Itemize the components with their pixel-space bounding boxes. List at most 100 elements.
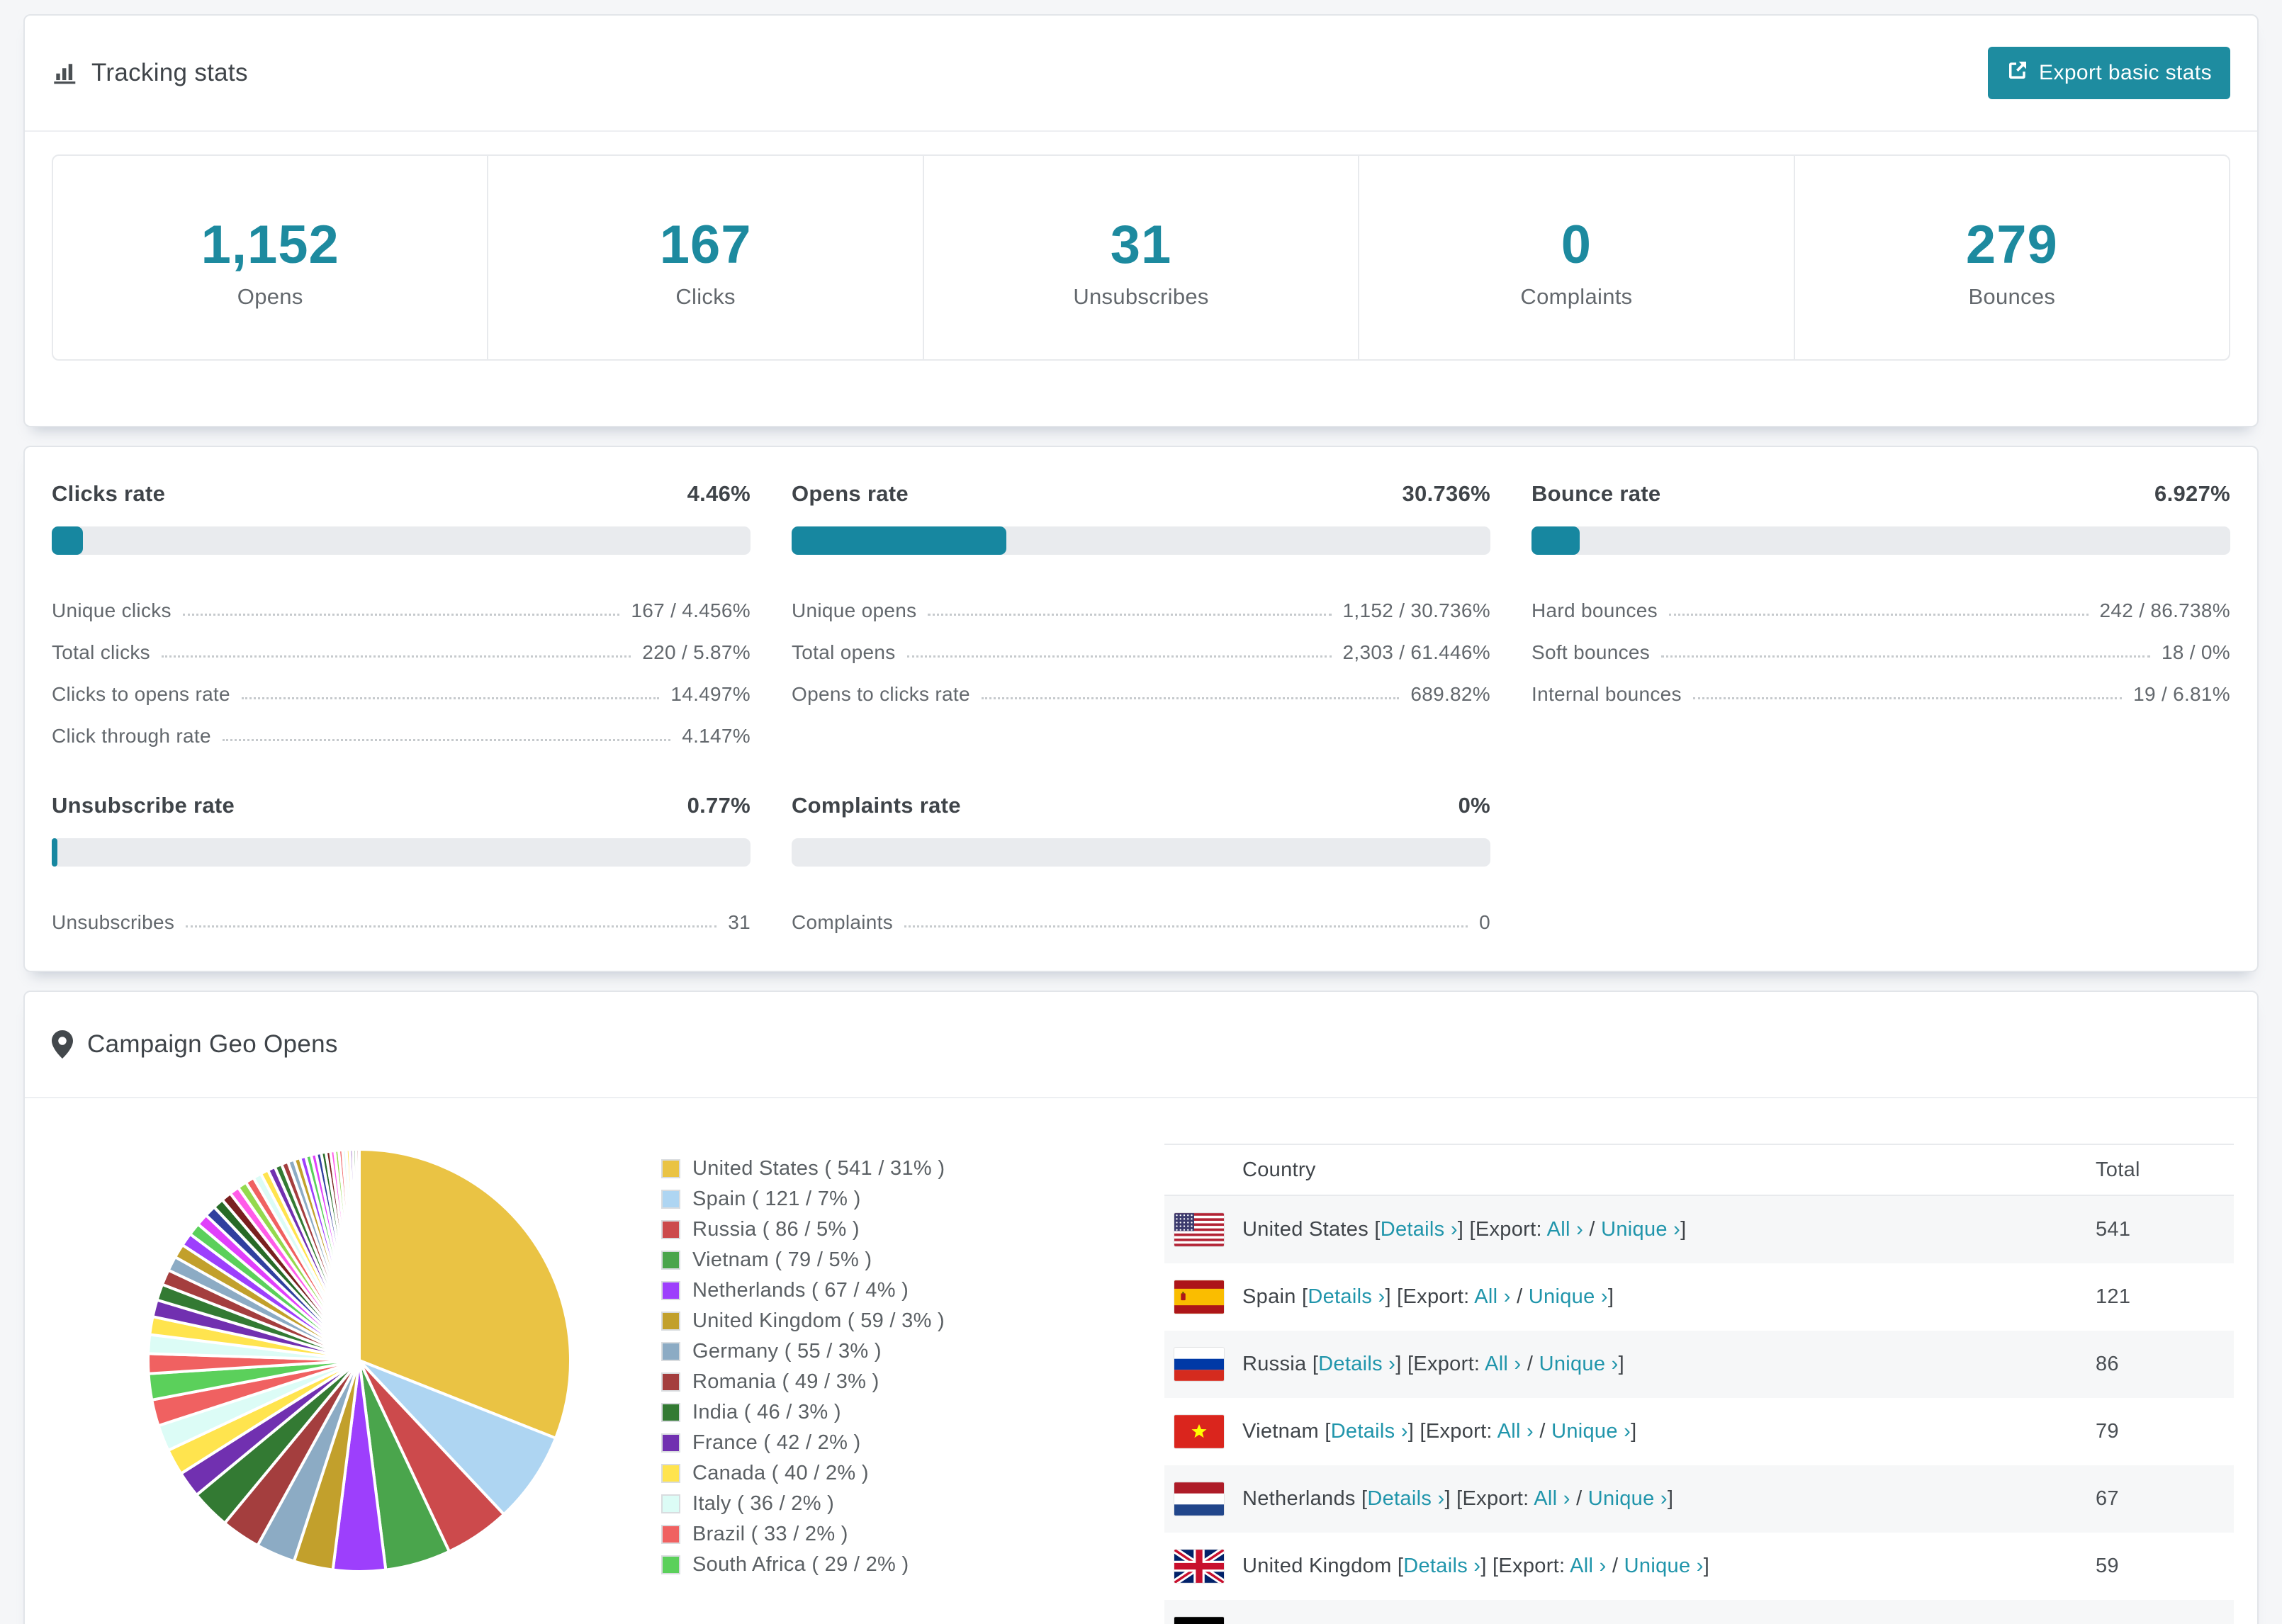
geo-row-total: 79 <box>2096 1420 2119 1443</box>
bracket: [ <box>1325 1420 1331 1443</box>
legend-label: Netherlands ( 67 / 4% ) <box>692 1279 909 1302</box>
legend-item: United Kingdom ( 59 / 3% ) <box>661 1306 1058 1336</box>
export-label: ] [Export: <box>1407 1420 1497 1443</box>
geo-table-row: Russia [Details ›] [Export: All › / Uniq… <box>1164 1331 2234 1398</box>
export-unique-link[interactable]: Unique › <box>1561 1622 1640 1624</box>
legend-label: Spain ( 121 / 7% ) <box>692 1188 861 1210</box>
legend-label: Russia ( 86 / 5% ) <box>692 1218 860 1241</box>
legend-label: India ( 46 / 3% ) <box>692 1401 841 1423</box>
export-all-link[interactable]: All › <box>1474 1285 1511 1308</box>
export-all-link[interactable]: All › <box>1534 1487 1570 1510</box>
export-basic-stats-button[interactable]: Export basic stats <box>1988 47 2230 99</box>
pie-slice[interactable] <box>354 1147 361 1362</box>
bracket: [ <box>1374 1218 1381 1241</box>
country-name: Germany <box>1242 1622 1334 1624</box>
flag-es-icon <box>1174 1280 1224 1314</box>
legend-item: Brazil ( 33 / 2% ) <box>661 1519 1058 1550</box>
export-unique-link[interactable]: Unique › <box>1539 1353 1619 1375</box>
dotted-leader <box>906 655 1332 658</box>
legend-item: United States ( 541 / 31% ) <box>661 1154 1058 1184</box>
export-all-link[interactable]: All › <box>1570 1555 1607 1577</box>
geo-row-total: 121 <box>2096 1285 2131 1308</box>
rate-section-title: Complaints rate <box>792 793 961 818</box>
tracking-stats-card: Tracking stats Export basic stats 1,152 … <box>23 14 2259 427</box>
legend-swatch <box>661 1281 680 1300</box>
rate-stat-label: Unique clicks <box>52 599 172 621</box>
export-unique-link[interactable]: Unique › <box>1528 1285 1608 1308</box>
export-unique-link[interactable]: Unique › <box>1624 1555 1704 1577</box>
rate-stat-row: Unique clicks 167 / 4.456% <box>52 580 751 622</box>
legend-item: India ( 46 / 3% ) <box>661 1397 1058 1428</box>
stat-label: Unsubscribes <box>1073 284 1209 309</box>
flag-vn-icon <box>1174 1415 1224 1448</box>
dotted-leader <box>241 697 660 699</box>
export-label: ] [Export: <box>1395 1353 1485 1375</box>
legend-swatch <box>661 1342 680 1361</box>
pie-slice-spain[interactable] <box>358 1359 558 1516</box>
details-link[interactable]: Details › <box>1340 1622 1417 1624</box>
export-unique-link[interactable]: Unique › <box>1551 1420 1631 1443</box>
details-link[interactable]: Details › <box>1367 1487 1445 1510</box>
rate-stat-value: 2,303 / 61.446% <box>1342 641 1490 663</box>
legend-swatch <box>661 1525 680 1544</box>
rates-card: Clicks rate 4.46% Unique clicks 167 / 4.… <box>23 446 2259 972</box>
geo-row-country-cell: Spain [Details ›] [Export: All › / Uniqu… <box>1242 1285 2096 1309</box>
geo-row-country-cell: Germany [Details ›] [Export: All › / Uni… <box>1242 1622 2096 1624</box>
rates-grid: Clicks rate 4.46% Unique clicks 167 / 4.… <box>52 481 2230 934</box>
dotted-leader <box>182 614 620 616</box>
bracket: ] <box>1618 1353 1624 1375</box>
export-unique-link[interactable]: Unique › <box>1601 1218 1681 1241</box>
stat-value: 0 <box>1561 215 1592 275</box>
rate-stat-label: Opens to clicks rate <box>792 683 970 705</box>
rate-progress-track <box>52 526 751 555</box>
geo-row-total: 541 <box>2096 1218 2131 1241</box>
country-name: Russia <box>1242 1353 1313 1375</box>
details-link[interactable]: Details › <box>1380 1218 1458 1241</box>
bracket: ] <box>1667 1487 1674 1510</box>
legend-item: Italy ( 36 / 2% ) <box>661 1489 1058 1519</box>
export-all-link[interactable]: All › <box>1497 1420 1534 1443</box>
geo-opens-card: Campaign Geo Opens United States ( 541 /… <box>23 991 2259 1624</box>
stat-label: Complaints <box>1520 284 1633 309</box>
rate-stat-label: Hard bounces <box>1531 599 1658 621</box>
legend-label: United Kingdom ( 59 / 3% ) <box>692 1309 945 1332</box>
rate-section-value: 6.927% <box>2154 481 2230 506</box>
legend-item: Germany ( 55 / 3% ) <box>661 1336 1058 1367</box>
details-link[interactable]: Details › <box>1330 1420 1408 1443</box>
rate-stat-label: Internal bounces <box>1531 683 1682 705</box>
map-pin-icon <box>52 1030 73 1059</box>
export-all-link[interactable]: All › <box>1507 1622 1543 1624</box>
bracket: ] <box>1703 1555 1710 1577</box>
geo-table-row: Germany [Details ›] [Export: All › / Uni… <box>1164 1600 2234 1624</box>
rate-rows: Complaints 0 <box>792 892 1490 934</box>
stat-box: 1,152 Opens <box>53 156 489 359</box>
bracket: ] <box>1631 1420 1637 1443</box>
legend-label: South Africa ( 29 / 2% ) <box>692 1553 909 1576</box>
legend-label: Germany ( 55 / 3% ) <box>692 1340 882 1363</box>
rate-rows: Unsubscribes 31 <box>52 892 751 934</box>
export-unique-link[interactable]: Unique › <box>1587 1487 1668 1510</box>
dotted-leader <box>186 925 717 927</box>
export-label: ] [Export: <box>1417 1622 1507 1624</box>
stat-box: 31 Unsubscribes <box>924 156 1360 359</box>
rate-stat-row: Soft bounces 18 / 0% <box>1531 622 2230 664</box>
details-link[interactable]: Details › <box>1318 1353 1396 1375</box>
geo-row-country-cell: Netherlands [Details ›] [Export: All › /… <box>1242 1487 2096 1511</box>
rate-stat-value: 19 / 6.81% <box>2133 683 2230 705</box>
details-link[interactable]: Details › <box>1308 1285 1386 1308</box>
export-all-link[interactable]: All › <box>1546 1218 1584 1241</box>
details-link[interactable]: Details › <box>1403 1555 1481 1577</box>
rate-stat-row: Hard bounces 242 / 86.738% <box>1531 580 2230 622</box>
slash: / <box>1570 1487 1588 1510</box>
geo-row-total: 59 <box>2096 1555 2119 1577</box>
geo-opens-header: Campaign Geo Opens <box>25 992 2257 1098</box>
geo-row-country-cell: Russia [Details ›] [Export: All › / Uniq… <box>1242 1353 2096 1376</box>
geo-opens-pie-chart <box>147 1147 572 1573</box>
pie-slice-united-states[interactable] <box>358 1148 572 1440</box>
tracking-stats-title-wrap: Tracking stats <box>52 59 248 87</box>
export-all-link[interactable]: All › <box>1485 1353 1522 1375</box>
legend-label: United States ( 541 / 31% ) <box>692 1157 945 1180</box>
rate-stat-label: Unique opens <box>792 599 917 621</box>
legend-item: South Africa ( 29 / 2% ) <box>661 1550 1058 1580</box>
slash: / <box>1606 1555 1624 1577</box>
